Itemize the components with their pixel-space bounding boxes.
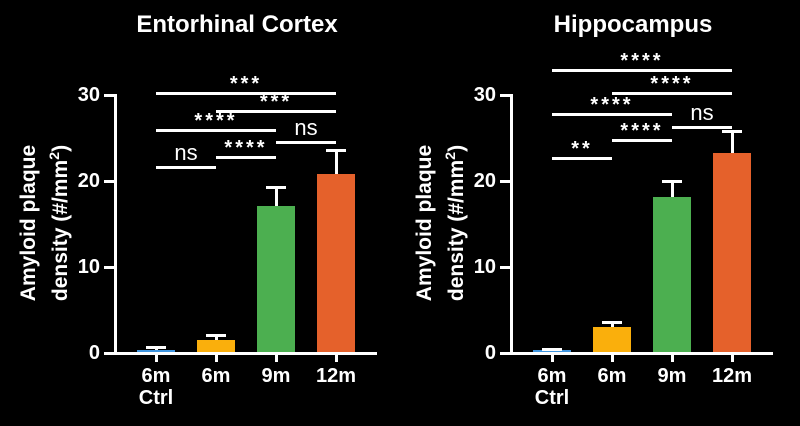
- sig-bracket-label: **: [571, 137, 593, 160]
- sig-bracket-label: ***: [229, 72, 263, 95]
- sig-bracket-line: [156, 165, 216, 169]
- x-tick: [550, 353, 554, 362]
- error-bar-stem: [670, 181, 674, 198]
- x-tick: [610, 353, 614, 362]
- y-tick-label: 20: [77, 170, 100, 192]
- x-tick: [274, 353, 278, 362]
- sig-bracket-line: [156, 129, 276, 133]
- bar: [257, 205, 295, 353]
- chart-title: Entorhinal Cortex: [136, 11, 338, 38]
- x-tick-label: 12m: [711, 365, 753, 387]
- bar: [137, 349, 175, 353]
- sig-bracket-label: ****: [194, 110, 238, 133]
- sig-bracket-label: ****: [224, 137, 268, 160]
- bar: [197, 340, 235, 353]
- x-tick: [670, 353, 674, 362]
- y-tick: [500, 351, 513, 355]
- sig-bracket-line: [216, 156, 276, 160]
- sig-bracket-label: ns: [690, 99, 714, 125]
- sig-bracket-label: ****: [650, 73, 694, 96]
- sig-bracket-label: ns: [174, 139, 198, 165]
- sig-bracket-label: ns: [294, 114, 318, 140]
- x-tick: [214, 353, 218, 362]
- y-tick: [500, 93, 513, 97]
- sig-bracket-line: [612, 138, 672, 142]
- bar: [317, 174, 355, 353]
- sig-bracket-label: ****: [620, 119, 664, 142]
- error-bar-stem: [610, 322, 614, 328]
- sig-bracket-line: [612, 92, 732, 96]
- sig-bracket-line: [552, 156, 612, 160]
- x-tick-label: 6m: [597, 365, 627, 387]
- error-bar-cap: [266, 186, 286, 190]
- sig-bracket-label: ****: [620, 50, 664, 73]
- y-axis: [114, 93, 117, 355]
- sig-bracket-label: ****: [590, 94, 634, 117]
- error-bar-cap: [722, 130, 742, 134]
- chart-title: Hippocampus: [553, 11, 713, 38]
- sig-bracket-label: ***: [259, 91, 293, 114]
- y-tick-label: 0: [484, 342, 496, 364]
- y-tick: [104, 93, 117, 97]
- x-tick-label: 6m Ctrl: [534, 365, 570, 409]
- x-tick: [334, 353, 338, 362]
- y-tick-label: 10: [77, 256, 100, 278]
- sig-bracket-line: [552, 113, 672, 117]
- y-tick: [104, 265, 117, 269]
- error-bar-cap: [146, 346, 166, 350]
- sig-bracket-line: [156, 91, 336, 95]
- y-axis: [510, 93, 513, 355]
- error-bar-cap: [542, 348, 562, 352]
- error-bar-stem: [334, 150, 338, 175]
- error-bar-cap: [662, 179, 682, 183]
- sig-bracket-line: [672, 125, 732, 129]
- x-axis: [114, 351, 377, 355]
- error-bar-cap: [326, 148, 346, 152]
- error-bar-stem: [214, 335, 218, 341]
- y-tick-label: 0: [88, 342, 100, 364]
- error-bar-cap: [206, 334, 226, 338]
- error-bar-stem: [730, 131, 734, 153]
- x-tick-label: 6m: [201, 365, 231, 387]
- error-bar-cap: [602, 321, 622, 325]
- error-bar-stem: [274, 187, 278, 206]
- chart-entorhinal-cortex: Entorhinal Cortex Amyloid plaque density…: [17, 11, 377, 409]
- y-tick: [500, 179, 513, 183]
- sig-bracket-line: [552, 69, 732, 73]
- x-tick-label: 9m: [261, 365, 291, 387]
- y-tick-label: 30: [77, 84, 100, 106]
- x-tick: [154, 353, 158, 362]
- plot-area: 6m Ctrl 6m 9m 12m 0 10 20 30 ** **** ns **** **** ***…: [396, 0, 800, 426]
- bar: [653, 197, 691, 353]
- y-tick-label: 20: [473, 170, 496, 192]
- x-tick-label: 12m: [315, 365, 357, 387]
- bar: [713, 152, 751, 353]
- chart-hippocampus: Hippocampus Amyloid plaque density (#/mm…: [396, 0, 800, 426]
- sig-bracket-line: [276, 140, 336, 144]
- sig-bracket-line: [216, 110, 336, 114]
- plot-area: 6m Ctrl 6m 9m 12m 0 10 20 30 ns **** ns **** *** ***: [77, 72, 377, 409]
- x-tick: [730, 353, 734, 362]
- y-tick-label: 10: [473, 256, 496, 278]
- y-tick-label: 30: [473, 84, 496, 106]
- bar: [593, 327, 631, 353]
- y-tick: [500, 265, 513, 269]
- y-tick: [104, 179, 117, 183]
- x-tick-label: 9m: [657, 365, 687, 387]
- y-tick: [104, 351, 117, 355]
- x-tick-label: 6m Ctrl: [138, 365, 174, 409]
- x-axis: [510, 351, 773, 355]
